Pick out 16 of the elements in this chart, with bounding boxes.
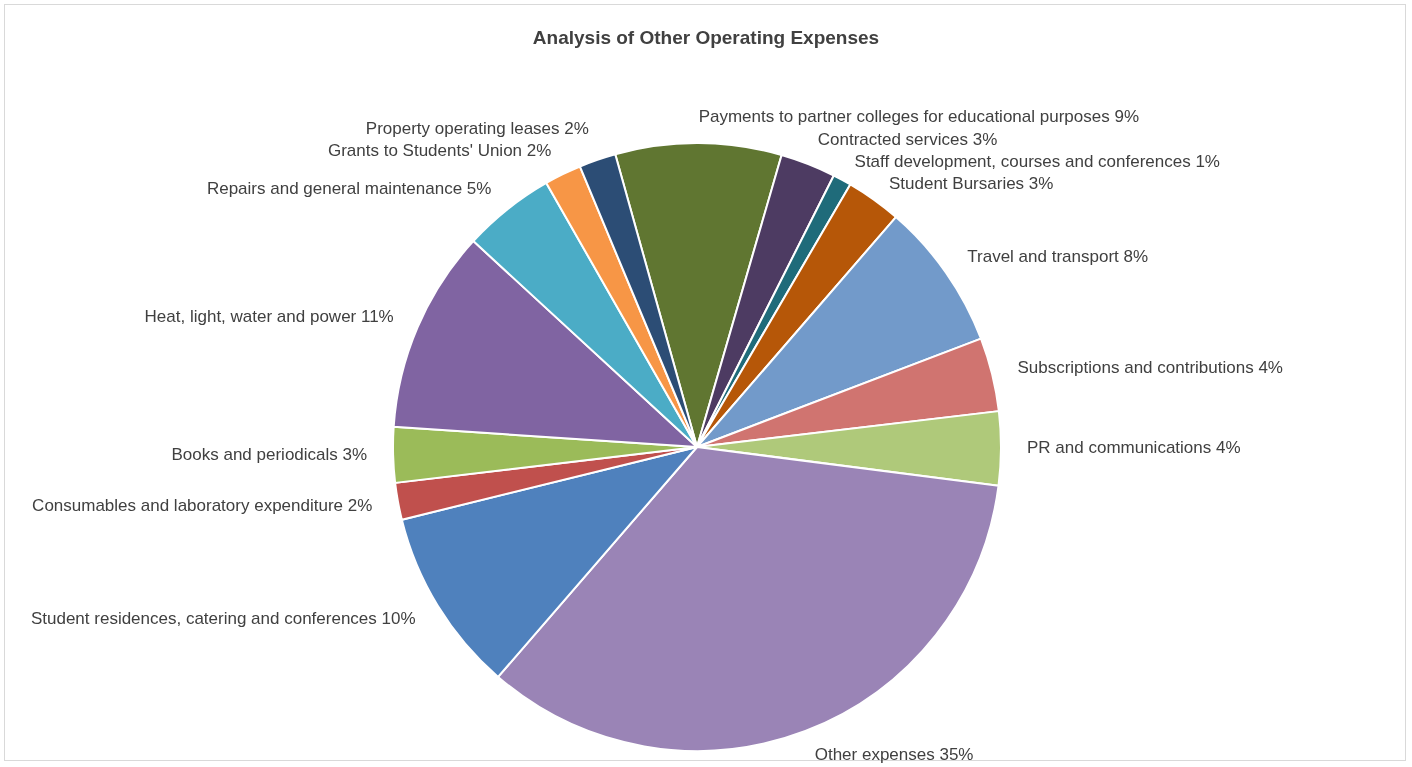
slice-label: Staff development, courses and conferences 1% [854,151,1220,171]
slice-label: Property operating leases 2% [365,118,589,138]
slice-label: Contracted services 3% [817,129,998,149]
slice-label: Travel and transport 8% [967,247,1149,267]
slice-label: Repairs and general maintenance 5% [206,178,492,198]
slice-label: Other expenses 35% [814,744,974,764]
slice-label: Payments to partner colleges for educational purposes 9% [698,106,1139,126]
slice-label: Student Bursaries 3% [888,173,1054,193]
slice-label: PR and communications 4% [1027,438,1241,458]
slice-label: Subscriptions and contributions 4% [1017,357,1283,377]
slice-label: Consumables and laboratory expenditure 2% [32,495,373,515]
slice-label: Books and periodicals 3% [171,445,368,465]
chart-title: Analysis of Other Operating Expenses [531,27,881,49]
slice-label: Student residences, catering and conferences 10% [30,609,416,629]
slice-label: Grants to Students' Union 2% [327,140,552,160]
slice-label: Heat, light, water and power 11% [144,306,394,326]
